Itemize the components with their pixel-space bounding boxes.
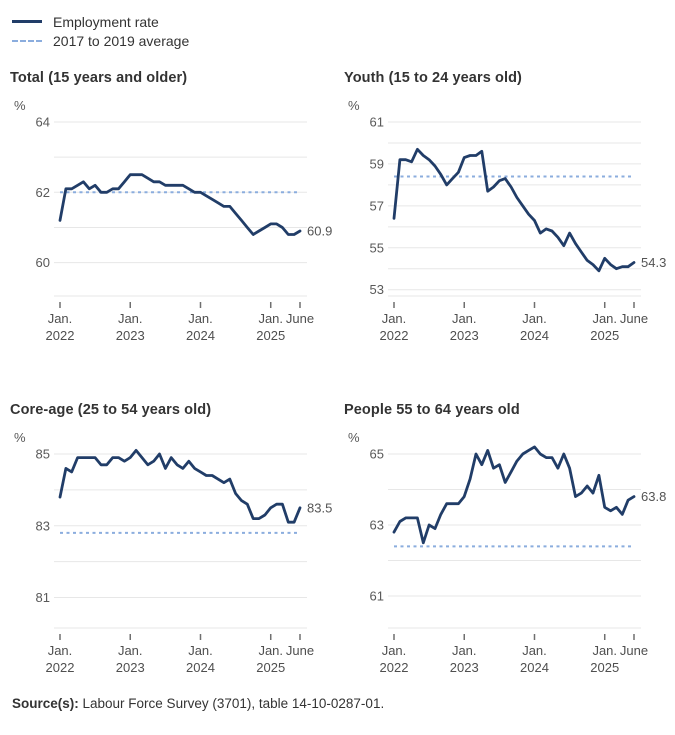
y-axis-label: 61 bbox=[370, 589, 384, 604]
legend-row-employment-rate: Employment rate bbox=[12, 12, 667, 31]
legend-row-average: 2017 to 2019 average bbox=[12, 31, 667, 50]
x-tick-label-year: 2022 bbox=[380, 660, 409, 675]
employment-rate-line-swatch bbox=[12, 20, 42, 23]
x-tick-label-year: 2024 bbox=[520, 328, 549, 343]
y-axis-label: 55 bbox=[370, 240, 384, 255]
employment-rate-series bbox=[392, 147, 636, 273]
x-tick-label: June bbox=[620, 643, 648, 658]
source-text: Labour Force Survey (3701), table 14-10-… bbox=[78, 696, 385, 711]
chart-title-youth: Youth (15 to 24 years old) bbox=[344, 70, 522, 86]
chart-canvas-55-64: % 65 63 61 63.8 Jan. 2022 Jan. 2023 Jan. 2024 Jan. 2… bbox=[348, 430, 666, 675]
x-tick-label-year: 2023 bbox=[450, 660, 479, 675]
x-tick-label: Jan. bbox=[452, 311, 477, 326]
x-tick-label-year: 2025 bbox=[256, 660, 285, 675]
x-tick-label-year: 2022 bbox=[380, 328, 409, 343]
x-tick-label: June bbox=[286, 311, 314, 326]
x-tick-label-year: 2025 bbox=[256, 328, 285, 343]
x-tick-label: Jan. bbox=[118, 643, 143, 658]
y-axis-unit-label: % bbox=[348, 430, 360, 445]
y-axis-label: 65 bbox=[370, 447, 384, 462]
x-tick-label: Jan. bbox=[48, 643, 73, 658]
source-prefix: Source(s): bbox=[12, 696, 79, 711]
chart-core-age: Core-age (25 to 54 years old) % 85 83 81 83.… bbox=[10, 402, 334, 678]
page: Employment rate 2017 to 2019 average Tot… bbox=[10, 12, 667, 712]
x-tick-label: Jan. bbox=[522, 643, 547, 658]
y-axis-label: 61 bbox=[370, 115, 384, 130]
x-tick-label-year: 2024 bbox=[520, 660, 549, 675]
series-end-value-label: 83.5 bbox=[307, 500, 332, 515]
chart-canvas-total: % 64 62 60 60.9 Jan. 2022 Jan. 2023 Jan. 2024 Jan. 2… bbox=[14, 98, 332, 343]
x-tick-label: Jan. bbox=[592, 643, 617, 658]
source-note: Source(s): Labour Force Survey (3701), t… bbox=[12, 696, 667, 711]
x-tick-label: Jan. bbox=[48, 311, 73, 326]
x-tick-label: Jan. bbox=[258, 643, 283, 658]
chart-total: Total (15 years and older) % 64 62 60 60.9 Ja… bbox=[10, 70, 334, 346]
legend-label-average: 2017 to 2019 average bbox=[53, 32, 190, 49]
y-axis-unit-label: % bbox=[348, 98, 360, 113]
x-tick-label: Jan. bbox=[258, 311, 283, 326]
x-tick-label: Jan. bbox=[118, 311, 143, 326]
x-tick-label: Jan. bbox=[592, 311, 617, 326]
y-axis-unit-label: % bbox=[14, 98, 26, 113]
x-tick-label: Jan. bbox=[522, 311, 547, 326]
x-tick-label-year: 2023 bbox=[450, 328, 479, 343]
x-tick-label-year: 2025 bbox=[590, 660, 619, 675]
y-axis-label: 63 bbox=[370, 518, 384, 533]
x-tick-label-year: 2025 bbox=[590, 328, 619, 343]
x-tick-label: Jan. bbox=[382, 643, 407, 658]
x-tick-label: Jan. bbox=[382, 311, 407, 326]
x-tick-label-year: 2023 bbox=[116, 328, 145, 343]
chart-youth: Youth (15 to 24 years old) % 61 59 57 55 53 54… bbox=[344, 70, 668, 346]
x-tick-label-year: 2022 bbox=[46, 660, 75, 675]
employment-rate-series bbox=[58, 448, 302, 524]
x-tick-label: Jan. bbox=[452, 643, 477, 658]
chart-legend: Employment rate 2017 to 2019 average bbox=[12, 12, 667, 50]
series-end-value-label: 54.3 bbox=[641, 255, 666, 270]
y-axis-label: 57 bbox=[370, 198, 384, 213]
average-line-swatch bbox=[12, 39, 42, 42]
chart-canvas-youth: % 61 59 57 55 53 54.3 Jan. 2022 Jan. 2023 Jan. 2024 J… bbox=[348, 98, 666, 343]
series-end-value-label: 63.8 bbox=[641, 489, 666, 504]
x-tick-label: Jan. bbox=[188, 311, 213, 326]
x-tick-label: June bbox=[286, 643, 314, 658]
chart-title-total: Total (15 years and older) bbox=[10, 70, 188, 86]
x-tick-label-year: 2024 bbox=[186, 660, 215, 675]
x-tick-label-year: 2023 bbox=[116, 660, 145, 675]
legend-label-employment-rate: Employment rate bbox=[53, 13, 159, 30]
y-axis-label: 53 bbox=[370, 282, 384, 297]
y-axis-label: 81 bbox=[36, 590, 50, 605]
x-tick-label: Jan. bbox=[188, 643, 213, 658]
employment-rate-series bbox=[58, 173, 302, 236]
x-tick-label-year: 2024 bbox=[186, 328, 215, 343]
chart-title-core-age: Core-age (25 to 54 years old) bbox=[10, 402, 212, 418]
chart-55-64: People 55 to 64 years old % 65 63 61 63.8 Jan… bbox=[344, 402, 668, 678]
series-end-value-label: 60.9 bbox=[307, 223, 332, 238]
y-axis-label: 59 bbox=[370, 156, 384, 171]
chart-title-55-64: People 55 to 64 years old bbox=[344, 402, 520, 418]
chart-canvas-core-age: % 85 83 81 83.5 Jan. 2022 Jan. 2023 Jan. 2024 Jan. 2… bbox=[14, 430, 332, 675]
y-axis-label: 60 bbox=[36, 255, 50, 270]
y-axis-unit-label: % bbox=[14, 430, 26, 445]
y-axis-label: 62 bbox=[36, 185, 50, 200]
employment-rate-series bbox=[392, 445, 636, 545]
y-axis-label: 85 bbox=[36, 447, 50, 462]
y-axis-label: 83 bbox=[36, 518, 50, 533]
x-tick-label: June bbox=[620, 311, 648, 326]
x-tick-label-year: 2022 bbox=[46, 328, 75, 343]
charts-grid: Total (15 years and older) % 64 62 60 60.9 Ja… bbox=[10, 70, 667, 678]
y-axis-label: 64 bbox=[36, 115, 50, 130]
